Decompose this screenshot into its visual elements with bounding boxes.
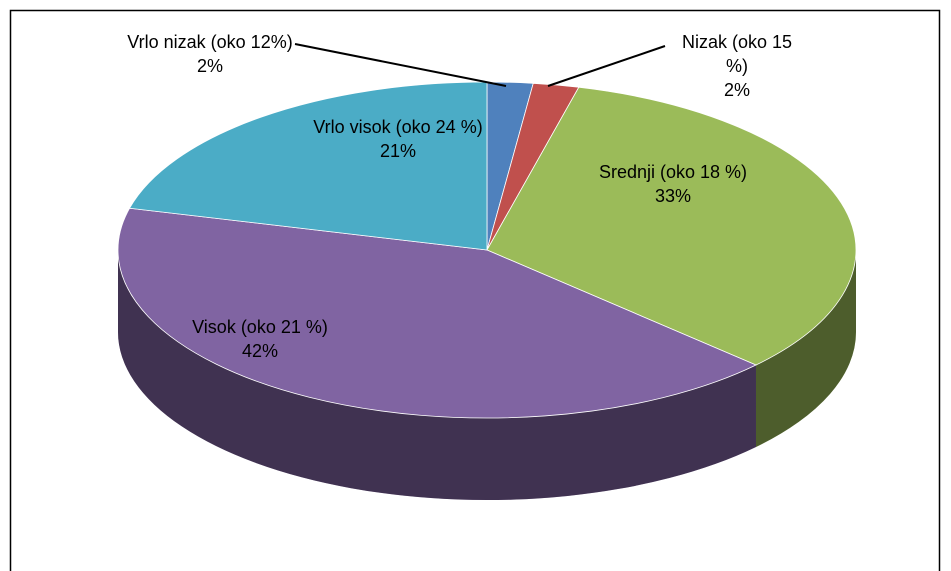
category-label: Nizak (oko 15 %): [681, 32, 793, 76]
slice: [117, 207, 757, 500]
slice-top: [486, 86, 857, 366]
slice-side-shade: [755, 250, 856, 448]
data-label: Vrlo visok (oko 24 %) 21%: [313, 115, 483, 163]
data-label: Nizak (oko 15 %) 2%: [676, 30, 798, 102]
slice-side-shade: [118, 250, 756, 500]
category-label: Vrlo nizak (oko 12%): [127, 32, 293, 52]
data-label: Vrlo nizak (oko 12%) 2%: [122, 30, 298, 78]
category-label: Vrlo visok (oko 24 %): [313, 117, 483, 137]
category-label: Srednji (oko 18 %): [598, 162, 748, 182]
value-label: 2%: [196, 56, 223, 76]
slice: [486, 86, 857, 448]
slice: [128, 81, 488, 251]
value-label: 33%: [654, 186, 692, 206]
data-label: Srednji (oko 18 %) 33%: [598, 160, 748, 208]
value-label: 21%: [379, 141, 417, 161]
value-label: 2%: [723, 80, 750, 100]
category-label: Visok (oko 21 %): [192, 317, 328, 337]
pie: [117, 81, 857, 500]
leader-line: [547, 45, 666, 87]
leader-line: [294, 43, 507, 87]
data-label: Visok (oko 21 %) 42%: [185, 315, 335, 363]
slice-top: [117, 207, 757, 419]
value-label: 42%: [241, 341, 279, 361]
slice-top: [128, 81, 488, 251]
